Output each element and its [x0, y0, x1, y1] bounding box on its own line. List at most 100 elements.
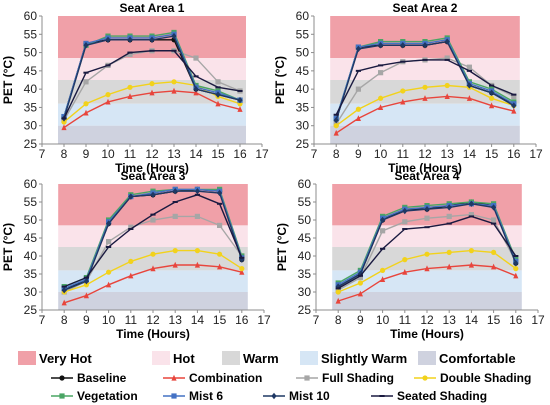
data-point-double-shading: [239, 266, 245, 272]
data-point-double-shading: [468, 248, 474, 254]
y-tick-label: 50: [24, 46, 38, 60]
zone-band-slightly-warm: [58, 103, 246, 126]
x-tick-label: 17: [531, 313, 545, 327]
data-point-mist-10: [355, 45, 361, 53]
data-point-mist-10: [127, 36, 133, 43]
series-double-shading: [335, 248, 519, 295]
data-point-mist-10: [172, 188, 178, 195]
x-tick-label: 9: [83, 147, 90, 161]
x-tick-label: 15: [485, 147, 499, 161]
data-point-full-shading: [128, 224, 134, 230]
y-tick-label: 35: [296, 100, 310, 114]
data-point-combination: [128, 272, 134, 279]
data-point-double-shading: [424, 251, 430, 257]
series-label-vegetation: Vegetation: [77, 388, 138, 403]
x-tick-label: 12: [145, 147, 159, 161]
y-tick-label: 60: [24, 9, 38, 23]
zone-band-slightly-warm: [332, 270, 522, 292]
data-point-double-shading: [150, 251, 156, 257]
data-point-double-shading: [83, 101, 89, 107]
data-point-full-shading: [172, 213, 178, 219]
data-point-double-shading: [400, 88, 406, 94]
y-tick-label: 45: [298, 231, 312, 245]
zone-band-hot: [58, 58, 246, 80]
data-point-mist-10: [150, 191, 156, 198]
data-point-double-shading: [333, 123, 339, 129]
data-point-mist-10: [171, 32, 177, 40]
series-swatch-combination: [163, 374, 185, 381]
data-point-mist-10: [400, 42, 406, 49]
series-swatch-marker: [59, 392, 65, 399]
series-legend-mist-10: Mist 10: [262, 387, 330, 404]
x-tick-label: 10: [101, 147, 115, 161]
zone-label-slightly-warm: Slightly Warm: [321, 350, 408, 366]
series-swatch-seated-shading: [371, 394, 393, 397]
data-point-double-shading: [446, 249, 452, 255]
series-legend-mist-6: Mist 6: [162, 387, 223, 404]
y-tick-label: 45: [24, 64, 38, 78]
zone-legend-hot: Hot: [152, 349, 195, 367]
data-point-combination: [150, 265, 156, 272]
series-swatch-marker: [304, 374, 310, 381]
series-swatch-marker: [59, 374, 65, 381]
y-axis-label: PET (°C): [273, 56, 287, 104]
x-tick-label: 7: [311, 147, 318, 161]
data-point-full-shading: [106, 239, 112, 245]
data-point-mist-10: [105, 36, 111, 43]
y-tick-label: 55: [298, 195, 312, 209]
y-tick-label: 40: [298, 249, 312, 263]
series-swatch-full-shading: [296, 374, 318, 381]
y-tick-label: 60: [296, 9, 310, 23]
zone-swatch-warm: [222, 351, 240, 365]
data-point-mist-10: [194, 188, 200, 195]
x-tick-label: 12: [146, 313, 160, 327]
data-point-mist-10: [466, 82, 472, 89]
chart-seat-area-2: 25 30 35 40 45 50 55 60 7 8 9 10 11 12 13 14 15 16 17 Seat …: [273, 1, 543, 175]
data-point-mist-10: [149, 36, 155, 43]
y-tick-label: 25: [298, 303, 312, 317]
data-point-mist-10: [446, 204, 452, 211]
y-tick-label: 30: [296, 119, 310, 133]
data-point-mist-10: [444, 38, 450, 45]
data-point-combination: [194, 261, 200, 268]
x-tick-label: 13: [441, 147, 455, 161]
data-point-double-shading: [217, 251, 223, 257]
data-point-combination: [378, 104, 384, 111]
y-tick-label: 55: [296, 27, 310, 41]
x-tick-label: 9: [355, 147, 362, 161]
data-point-combination: [444, 93, 450, 100]
x-tick-label: 15: [487, 313, 501, 327]
data-point-full-shading: [217, 222, 223, 228]
series-legend-full-shading: Full Shading: [295, 369, 394, 386]
y-tick-label: 60: [298, 177, 312, 191]
data-point-double-shading: [489, 95, 495, 101]
charts-canvas: 25 30 35 40 45 50 55 60 7 8 9 10 11 12 13 14 15 16 17 Seat …: [1, 1, 545, 341]
x-tick-label: 11: [397, 147, 410, 161]
data-point-full-shading: [424, 215, 430, 221]
series-combination: [333, 93, 517, 136]
data-point-double-shading: [61, 119, 67, 125]
series-legend-double-shading: Double Shading: [413, 369, 531, 386]
series-mist-10: [335, 200, 519, 290]
zone-band-comfortable: [330, 125, 520, 144]
x-tick-label: 10: [376, 313, 390, 327]
series-legend-combination: Combination: [162, 369, 262, 386]
x-tick-label: 9: [83, 313, 90, 327]
data-point-full-shading: [194, 213, 200, 219]
series-double-shading: [61, 248, 245, 295]
x-tick-label: 8: [61, 313, 68, 327]
y-axis-label: PET (°C): [1, 223, 15, 271]
x-tick-label: 7: [313, 313, 320, 327]
series-swatch-double-shading: [414, 374, 436, 381]
series-swatch-marker: [422, 374, 428, 381]
data-point-full-shading: [444, 55, 450, 61]
data-point-combination: [83, 109, 89, 116]
x-tick-label: 11: [399, 313, 412, 327]
series-label-combination: Combination: [189, 370, 263, 385]
x-tick-label: 12: [418, 147, 432, 161]
data-point-combination: [171, 87, 177, 94]
data-point-mist-10: [422, 42, 428, 49]
chart-seat-area-3: 25 30 35 40 45 50 55 60 7 8 9 10 11 12 13 14 15 16 17 Seat …: [1, 169, 271, 341]
y-tick-label: 55: [24, 27, 38, 41]
series-swatch-mist-10: [263, 392, 285, 399]
